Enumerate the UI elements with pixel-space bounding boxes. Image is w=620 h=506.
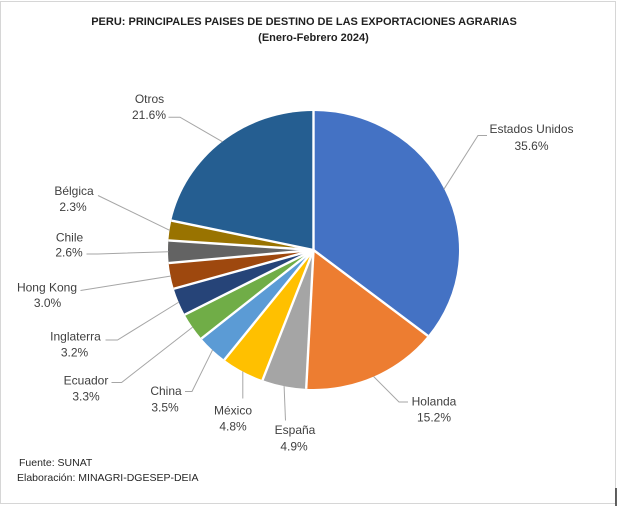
svg-text:Estados Unidos: Estados Unidos <box>489 122 573 136</box>
svg-text:4.9%: 4.9% <box>280 440 308 454</box>
svg-text:4.8%: 4.8% <box>219 420 247 434</box>
svg-text:15.2%: 15.2% <box>417 411 451 425</box>
svg-text:Inglaterra: Inglaterra <box>50 330 101 344</box>
svg-text:Fuente: SUNAT: Fuente: SUNAT <box>19 457 93 469</box>
svg-text:España: España <box>275 423 316 437</box>
svg-text:35.6%: 35.6% <box>514 139 548 153</box>
svg-text:PERU: PRINCIPALES PAISES DE DE: PERU: PRINCIPALES PAISES DE DESTINO DE L… <box>91 16 517 28</box>
svg-text:Ecuador: Ecuador <box>64 374 109 388</box>
svg-text:China: China <box>150 384 182 398</box>
svg-text:Holanda: Holanda <box>412 395 457 409</box>
svg-text:2.6%: 2.6% <box>55 246 83 260</box>
svg-text:3.5%: 3.5% <box>151 401 179 415</box>
svg-text:México: México <box>214 404 252 418</box>
svg-text:(Enero-Febrero 2024): (Enero-Febrero 2024) <box>258 32 369 44</box>
svg-text:2.3%: 2.3% <box>59 200 87 214</box>
svg-text:Otros: Otros <box>135 92 164 106</box>
svg-text:Bélgica: Bélgica <box>54 184 94 198</box>
svg-text:Elaboración: MINAGRI-DGESEP-DE: Elaboración: MINAGRI-DGESEP-DEIA <box>17 472 198 484</box>
svg-text:21.6%: 21.6% <box>132 108 166 122</box>
svg-text:Hong Kong: Hong Kong <box>17 281 77 295</box>
svg-text:3.0%: 3.0% <box>34 296 62 310</box>
svg-text:3.3%: 3.3% <box>72 390 100 404</box>
svg-text:Chile: Chile <box>56 231 84 245</box>
svg-text:3.2%: 3.2% <box>61 346 89 360</box>
